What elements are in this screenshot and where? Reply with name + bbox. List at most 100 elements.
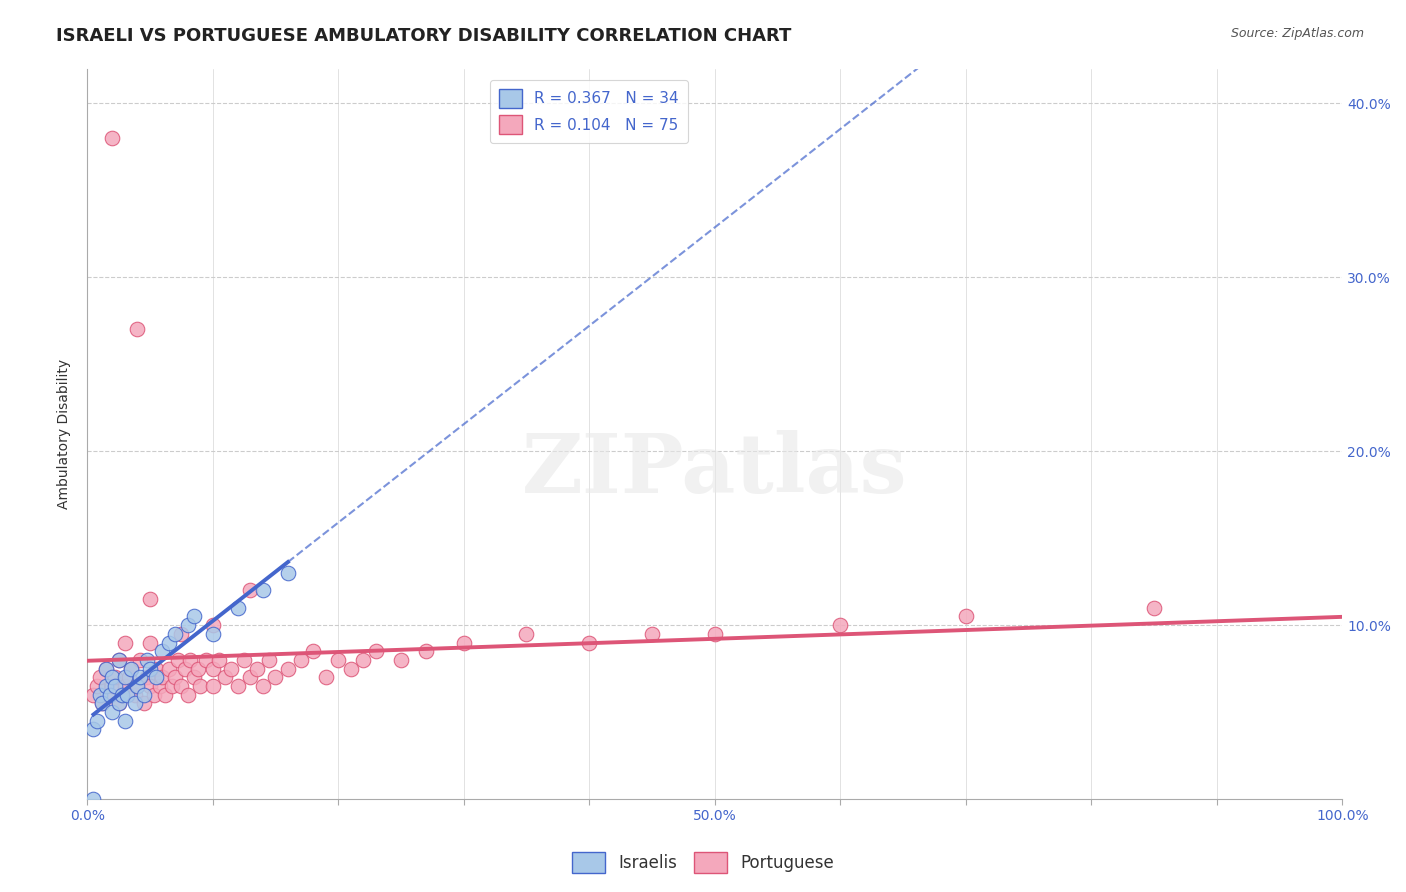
Point [170, 679, 193, 693]
Point [364, 644, 387, 658]
Point [127, 679, 149, 693]
Point [149, 679, 172, 693]
Y-axis label: Ambulatory Disability: Ambulatory Disability [58, 359, 72, 508]
Point [94, 679, 117, 693]
Point [114, 635, 136, 649]
Point [163, 627, 186, 641]
Point [86, 714, 108, 728]
Point [830, 618, 852, 632]
Point [107, 653, 129, 667]
Legend: Israelis, Portuguese: Israelis, Portuguese [565, 846, 841, 880]
Point [389, 653, 412, 667]
Point [139, 635, 162, 649]
Point [162, 679, 184, 693]
Point [82, 723, 104, 737]
Point [252, 583, 274, 598]
Point [111, 688, 134, 702]
Point [328, 653, 350, 667]
Point [127, 322, 149, 336]
Point [201, 662, 224, 676]
Point [187, 662, 209, 676]
Point [142, 688, 165, 702]
Point [117, 688, 139, 702]
Point [145, 670, 167, 684]
Point [124, 688, 146, 702]
Point [703, 627, 725, 641]
Point [101, 679, 124, 693]
Point [136, 670, 159, 684]
Point [453, 635, 475, 649]
Point [128, 653, 150, 667]
Legend: R = 0.367   N = 34, R = 0.104   N = 75: R = 0.367 N = 34, R = 0.104 N = 75 [491, 79, 689, 143]
Point [114, 679, 136, 693]
Point [101, 131, 124, 145]
Point [124, 697, 146, 711]
Point [955, 609, 977, 624]
Text: ISRAELI VS PORTUGUESE AMBULATORY DISABILITY CORRELATION CHART: ISRAELI VS PORTUGUESE AMBULATORY DISABIL… [56, 27, 792, 45]
Point [163, 670, 186, 684]
Point [170, 627, 193, 641]
Point [208, 653, 231, 667]
Point [183, 670, 205, 684]
Point [221, 662, 243, 676]
Point [188, 679, 211, 693]
Point [176, 688, 198, 702]
Point [415, 644, 437, 658]
Point [82, 688, 104, 702]
Point [302, 644, 325, 658]
Point [89, 670, 111, 684]
Point [1143, 600, 1166, 615]
Point [104, 670, 127, 684]
Point [201, 627, 224, 641]
Point [132, 688, 155, 702]
Point [290, 653, 312, 667]
Point [107, 697, 129, 711]
Point [157, 662, 180, 676]
Point [89, 688, 111, 702]
Point [257, 653, 280, 667]
Point [176, 618, 198, 632]
Point [315, 670, 337, 684]
Point [201, 679, 224, 693]
Point [98, 688, 121, 702]
Text: Source: ZipAtlas.com: Source: ZipAtlas.com [1230, 27, 1364, 40]
Point [174, 662, 197, 676]
Point [226, 679, 249, 693]
Point [152, 670, 174, 684]
Point [201, 618, 224, 632]
Point [641, 627, 664, 641]
Point [195, 653, 218, 667]
Point [86, 679, 108, 693]
Point [515, 627, 537, 641]
Point [245, 662, 267, 676]
Point [139, 592, 162, 607]
Point [104, 679, 127, 693]
Point [117, 670, 139, 684]
Point [94, 662, 117, 676]
Point [91, 697, 114, 711]
Point [94, 662, 117, 676]
Point [82, 792, 104, 806]
Point [226, 600, 249, 615]
Point [277, 662, 299, 676]
Point [120, 662, 142, 676]
Point [277, 566, 299, 580]
Point [152, 644, 174, 658]
Point [183, 609, 205, 624]
Point [136, 653, 159, 667]
Point [107, 697, 129, 711]
Point [114, 670, 136, 684]
Point [352, 653, 374, 667]
Point [107, 653, 129, 667]
Point [239, 670, 262, 684]
Point [98, 688, 121, 702]
Point [339, 662, 361, 676]
Point [127, 679, 149, 693]
Point [128, 670, 150, 684]
Point [578, 635, 600, 649]
Point [153, 688, 176, 702]
Point [166, 653, 188, 667]
Point [91, 697, 114, 711]
Point [179, 653, 201, 667]
Point [214, 670, 236, 684]
